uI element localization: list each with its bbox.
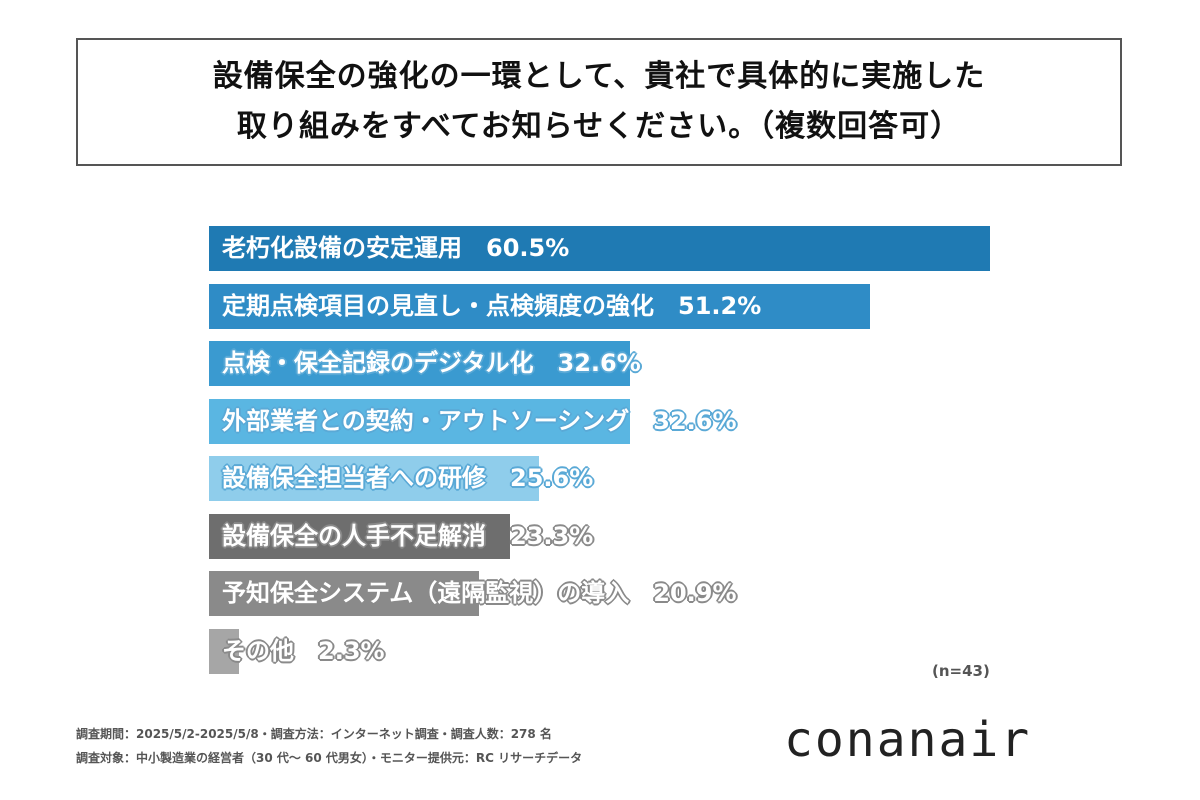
survey-period-footnote: 調査期間：2025/5/2-2025/5/8・調査方法：インターネット調査・調査…: [76, 727, 552, 741]
category-label: 設備保全担当者への研修: [222, 464, 486, 492]
bar-label: 定期点検項目の見直し・点検頻度の強化 51.2%: [222, 284, 761, 329]
survey-target-footnote: 調査対象：中小製造業の経営者（30 代～ 60 代男女）・モニター提供元：RC …: [76, 751, 583, 765]
bar: [209, 399, 630, 444]
bar-label: その他 2.3%: [222, 629, 385, 674]
bar-label: 予知保全システム（遠隔監視）の導入 20.9%: [222, 571, 737, 616]
category-label: 老朽化設備の安定運用: [222, 234, 462, 262]
bar: [209, 341, 630, 386]
question-title-line-1: 設備保全の強化の一環として、貴社で具体的に実施した: [212, 59, 986, 94]
conanair-logo: conanair: [784, 712, 1032, 768]
category-label: 定期点検項目の見直し・点検頻度の強化: [222, 292, 654, 320]
category-label: その他: [222, 637, 294, 665]
bar: [209, 456, 539, 501]
value-label: 23.3%: [510, 522, 594, 550]
category-label: 設備保全の人手不足解消: [222, 522, 486, 550]
question-title-line-2: 取り組みをすべてお知らせください。（複数回答可）: [236, 109, 962, 144]
value-label: 60.5%: [486, 234, 570, 262]
value-label: 2.3%: [318, 637, 385, 665]
bar-label: 外部業者との契約・アウトソーシング 32.6%: [222, 399, 737, 444]
bar-label: 設備保全の人手不足解消 23.3%: [222, 514, 593, 559]
bar: [209, 284, 870, 329]
bar: [209, 629, 239, 674]
value-label: 25.6%: [510, 464, 594, 492]
value-label: 32.6%: [653, 407, 737, 435]
value-label: 51.2%: [678, 292, 762, 320]
value-label: 20.9%: [653, 579, 737, 607]
bar: [209, 571, 479, 616]
bar: [209, 514, 510, 559]
category-label: 点検・保全記録のデジタル化: [222, 349, 534, 377]
bar-label: 老朽化設備の安定運用 60.5%: [222, 226, 569, 271]
sample-size-label: (n=43): [932, 662, 990, 680]
question-title-box: 設備保全の強化の一環として、貴社で具体的に実施した 取り組みをすべてお知らせくだ…: [76, 38, 1122, 166]
bar-label: 設備保全担当者への研修 25.6%: [222, 456, 593, 501]
bar-label: 点検・保全記録のデジタル化 32.6%: [222, 341, 641, 386]
value-label: 32.6%: [557, 349, 641, 377]
category-label: 予知保全システム（遠隔監視）の導入: [222, 579, 630, 607]
category-label: 外部業者との契約・アウトソーシング: [222, 407, 630, 435]
bar: [209, 226, 990, 271]
